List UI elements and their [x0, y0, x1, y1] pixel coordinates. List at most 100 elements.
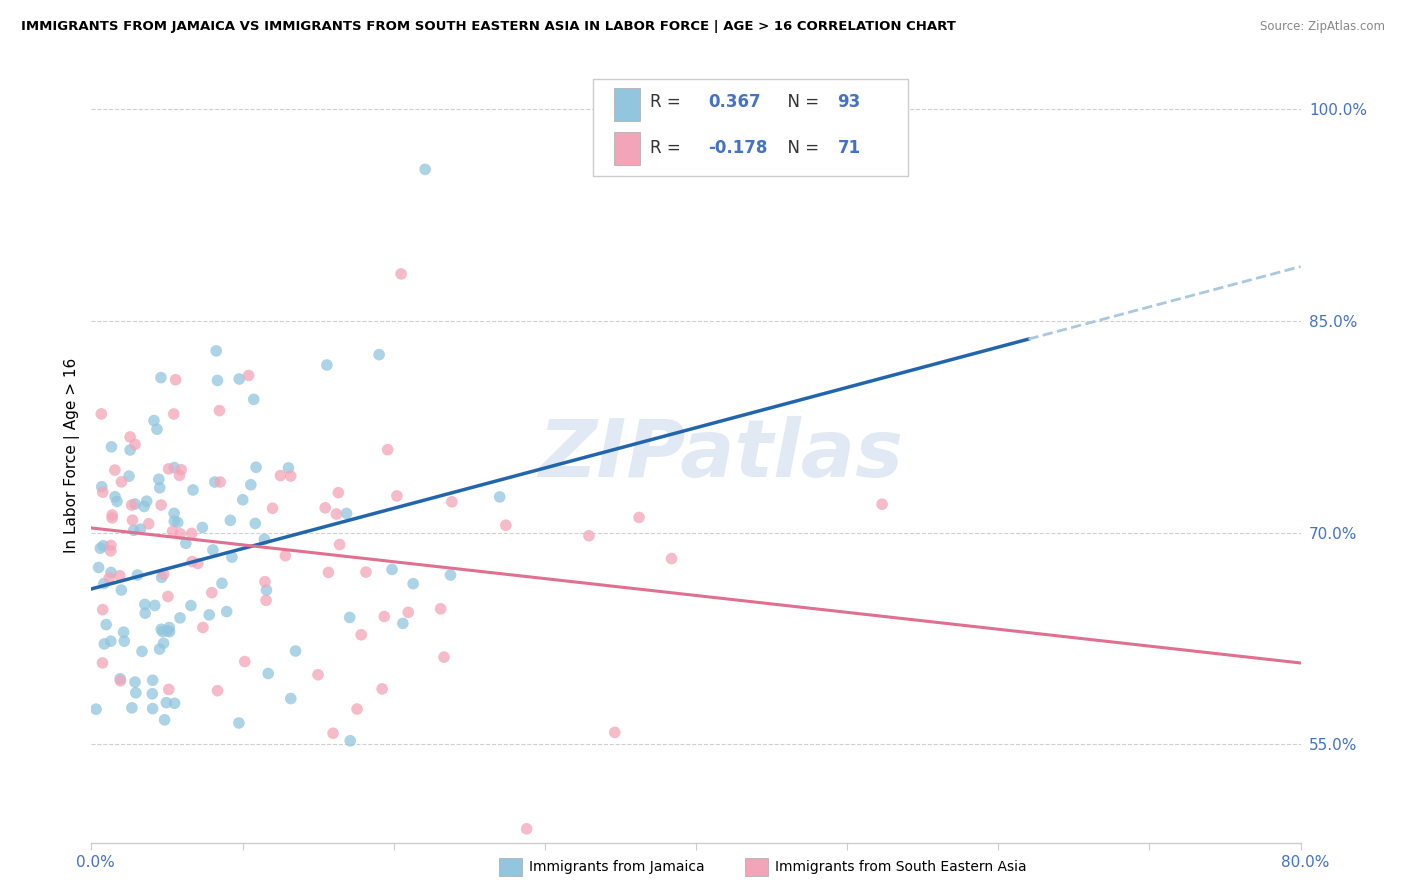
Point [169, 611, 191, 625]
Point [209, 475, 232, 489]
Point [661, 551, 683, 566]
Point [91, 485, 114, 500]
Point [335, 507, 357, 521]
Point [870, 497, 893, 511]
Point [134, 598, 156, 612]
Point [149, 481, 172, 495]
Point [346, 702, 368, 716]
Point [135, 494, 157, 508]
Point [274, 549, 297, 563]
Point [198, 607, 221, 622]
Point [201, 585, 224, 599]
Point [413, 162, 436, 177]
Y-axis label: In Labor Force | Age > 16: In Labor Force | Age > 16 [65, 358, 80, 552]
Point [516, 822, 538, 836]
Point [150, 622, 173, 636]
Point [350, 628, 373, 642]
Point [121, 498, 143, 512]
Point [354, 565, 377, 579]
Point [277, 461, 299, 475]
Point [280, 691, 302, 706]
Point [603, 725, 626, 739]
Point [121, 701, 143, 715]
Point [322, 726, 344, 740]
Point [118, 469, 141, 483]
Point [256, 582, 278, 597]
Text: 0.0%: 0.0% [76, 855, 115, 870]
Point [124, 675, 146, 690]
Point [110, 673, 132, 688]
Point [371, 681, 394, 696]
Point [284, 644, 307, 658]
Point [269, 468, 291, 483]
Point [98, 571, 121, 585]
Point [578, 529, 600, 543]
Point [339, 610, 361, 624]
Point [228, 372, 250, 386]
Point [232, 492, 254, 507]
Point [373, 609, 395, 624]
Point [110, 582, 132, 597]
Text: N =: N = [778, 93, 824, 112]
Point [90, 407, 112, 421]
Point [105, 494, 128, 508]
Point [166, 516, 188, 530]
Point [181, 555, 204, 569]
Point [228, 716, 250, 731]
Point [488, 490, 510, 504]
Point [170, 463, 193, 477]
Point [143, 413, 166, 427]
Point [163, 407, 186, 421]
FancyBboxPatch shape [593, 78, 908, 176]
Point [628, 510, 651, 524]
Point [122, 524, 145, 538]
Point [104, 490, 127, 504]
Point [329, 537, 352, 551]
Point [205, 343, 228, 358]
Point [101, 511, 124, 525]
Text: Immigrants from Jamaica: Immigrants from Jamaica [529, 860, 704, 874]
FancyBboxPatch shape [614, 88, 640, 120]
Point [141, 687, 163, 701]
Point [254, 593, 277, 607]
FancyBboxPatch shape [614, 132, 640, 164]
Text: 80.0%: 80.0% [1281, 855, 1329, 870]
Point [392, 616, 415, 631]
Point [142, 701, 165, 715]
Point [245, 460, 267, 475]
Text: Source: ZipAtlas.com: Source: ZipAtlas.com [1260, 20, 1385, 33]
Text: 93: 93 [838, 93, 860, 112]
Point [157, 682, 180, 697]
Point [91, 602, 114, 616]
Point [318, 566, 340, 580]
Point [280, 469, 302, 483]
Point [233, 655, 256, 669]
Point [163, 506, 186, 520]
Point [143, 599, 166, 613]
Point [211, 576, 233, 591]
Point [96, 617, 118, 632]
Point [169, 468, 191, 483]
Text: 71: 71 [838, 138, 860, 157]
Point [325, 507, 347, 521]
Point [100, 544, 122, 558]
Point [165, 373, 187, 387]
Point [440, 495, 463, 509]
Point [257, 666, 280, 681]
Point [315, 358, 337, 372]
Point [110, 475, 132, 489]
Point [377, 442, 399, 457]
Point [239, 477, 262, 491]
Point [120, 430, 142, 444]
Point [125, 686, 148, 700]
Point [100, 538, 122, 552]
Point [152, 567, 174, 582]
Point [89, 541, 111, 556]
Point [169, 526, 191, 541]
Text: IMMIGRANTS FROM JAMAICA VS IMMIGRANTS FROM SOUTH EASTERN ASIA IN LABOR FORCE | A: IMMIGRANTS FROM JAMAICA VS IMMIGRANTS FR… [21, 20, 956, 33]
Point [262, 501, 284, 516]
Point [149, 370, 172, 384]
Point [153, 713, 176, 727]
Point [152, 636, 174, 650]
Point [389, 267, 412, 281]
